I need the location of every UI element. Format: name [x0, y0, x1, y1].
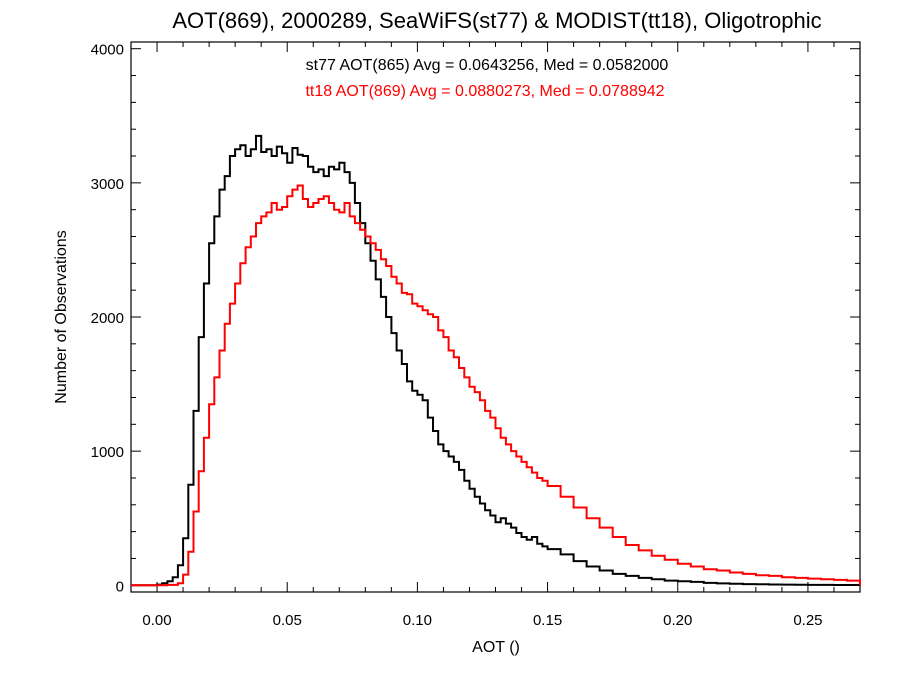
y-axis: 0 1000 2000 3000 4000	[91, 42, 860, 595]
y-tick-label: 2000	[91, 310, 124, 327]
y-axis-label: Number of Observations	[53, 230, 70, 403]
annotation-tt18: tt18 AOT(869) Avg = 0.0880273, Med = 0.0…	[305, 83, 664, 100]
plot-frame	[130, 41, 861, 593]
x-tick-label: 0.20	[663, 612, 692, 629]
y-tick-label: 4000	[91, 42, 124, 59]
series-tt18-line	[131, 184, 861, 587]
y-tick-label: 0	[116, 578, 124, 595]
y-tick-label: 1000	[91, 444, 124, 461]
annotation-st77: st77 AOT(865) Avg = 0.0643256, Med = 0.0…	[306, 57, 669, 74]
series-st77-line	[131, 134, 861, 587]
x-tick-label: 0.15	[533, 612, 562, 629]
x-tick-label: 0.00	[142, 612, 171, 629]
y-tick-label: 3000	[91, 176, 124, 193]
x-axis: 0.00 0.05 0.10 0.15 0.20 0.25	[130, 42, 861, 629]
chart-title: AOT(869), 2000289, SeaWiFS(st77) & MODIS…	[172, 8, 821, 33]
x-axis-label: AOT ()	[472, 639, 520, 656]
x-tick-label: 0.10	[403, 612, 432, 629]
x-tick-label: 0.25	[793, 612, 822, 629]
x-tick-label: 0.05	[273, 612, 302, 629]
series-layer	[131, 134, 861, 587]
